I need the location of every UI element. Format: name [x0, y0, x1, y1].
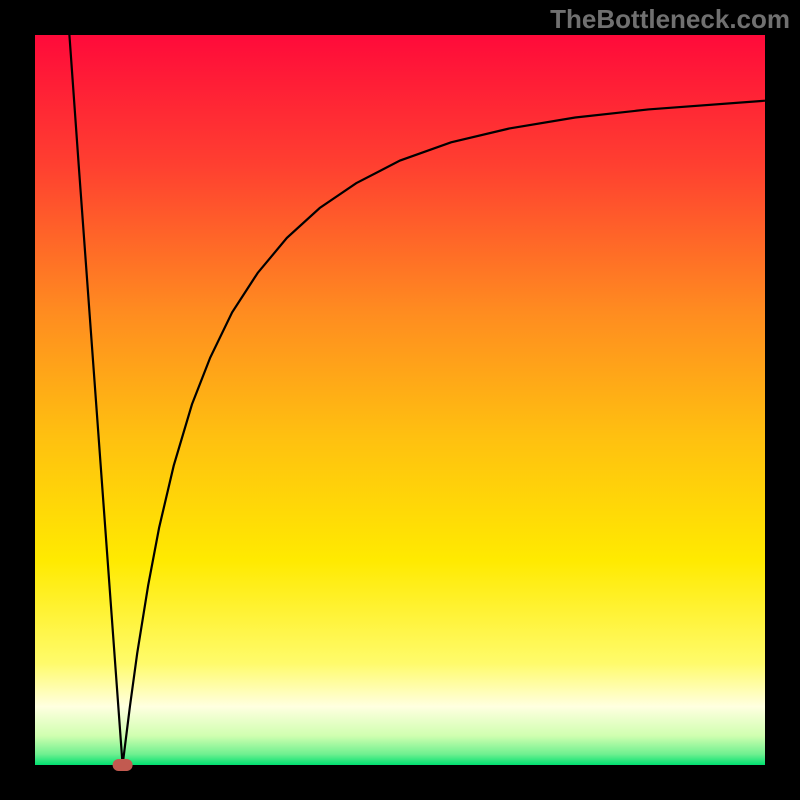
watermark-text: TheBottleneck.com [550, 4, 790, 35]
bottleneck-chart [0, 0, 800, 800]
chart-container: TheBottleneck.com [0, 0, 800, 800]
plot-background [35, 35, 765, 765]
optimal-point-marker [113, 759, 133, 771]
